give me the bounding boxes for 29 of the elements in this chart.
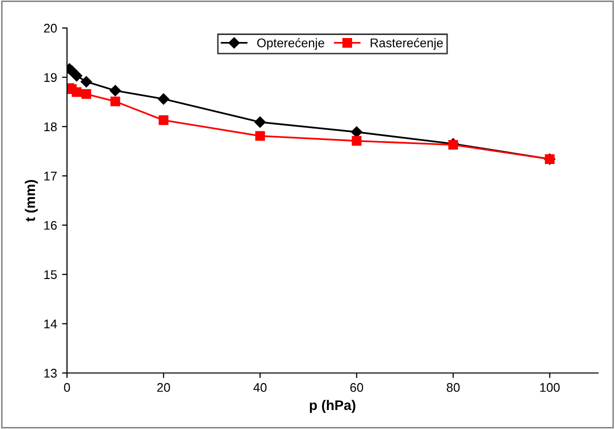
y-tick-label: 17: [44, 172, 57, 180]
x-tick-label: 60: [350, 383, 364, 392]
x-tick-label: 40: [253, 383, 267, 392]
x-tick-label: 100: [540, 383, 560, 392]
point: [352, 136, 362, 146]
legend-label: Rasterećenje: [370, 38, 443, 50]
y-tick-label: 19: [44, 73, 57, 82]
point: [254, 116, 266, 128]
y-tick-label: 13: [44, 368, 57, 378]
x-tick-label: 20: [157, 383, 170, 392]
y-tick-label: 15: [44, 270, 57, 280]
point: [71, 70, 82, 82]
point: [80, 76, 92, 88]
point: [110, 84, 121, 96]
y-axis-title: t (mm): [24, 180, 38, 222]
point: [255, 131, 265, 141]
x-tick-label: 0: [64, 383, 70, 392]
y-tick-label: 18: [44, 122, 57, 132]
point: [158, 93, 170, 105]
point: [81, 89, 92, 99]
point: [158, 115, 168, 126]
point: [72, 87, 82, 97]
y-tick-label: 16: [44, 220, 57, 230]
y-tick-label: 14: [44, 320, 57, 328]
point: [110, 96, 120, 106]
legend-label: Opterećenje: [257, 38, 324, 50]
y-tick-label: 20: [44, 24, 57, 33]
x-tick-label: 80: [446, 383, 460, 392]
x-axis-title: p (hPa): [310, 400, 356, 413]
